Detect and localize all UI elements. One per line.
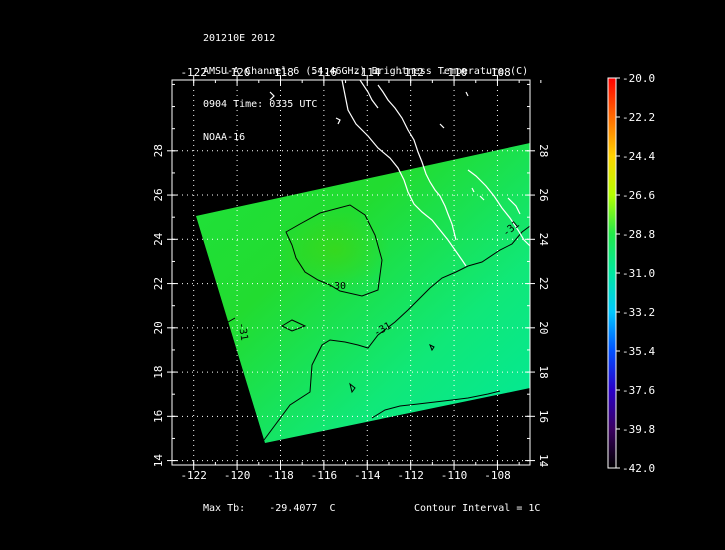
lon-tick-label: -108 bbox=[484, 469, 511, 482]
lon-tick-label: -118 bbox=[267, 66, 294, 79]
lon-tick-label: -110 bbox=[441, 66, 468, 79]
lon-tick-labels-bottom: -122 -120 -118 -116 -114 -112 -110 -108 bbox=[180, 469, 510, 482]
colorbar-label: -28.8 bbox=[622, 228, 655, 241]
lat-tick-label: 26 bbox=[537, 188, 550, 201]
colorbar-label: -37.6 bbox=[622, 384, 655, 397]
colorbar-labels: -20.0 -22.2 -24.4 -26.6 -28.8 -31.0 -33.2 -35.4… bbox=[616, 72, 655, 475]
colorbar-label: -35.4 bbox=[622, 345, 655, 358]
colorbar-label: -33.2 bbox=[622, 306, 655, 319]
lat-tick-label: 22 bbox=[152, 277, 165, 290]
lat-tick-label: 18 bbox=[152, 365, 165, 378]
header-satellite-line: NOAA-16 bbox=[203, 132, 246, 143]
header-time-line: 0904 Time: 0335 UTC bbox=[203, 99, 318, 110]
lon-tick-label: -110 bbox=[441, 469, 468, 482]
lat-tick-labels-left: 28 26 24 22 20 18 16 14 bbox=[152, 144, 165, 467]
lat-tick-label: 28 bbox=[537, 144, 550, 157]
lat-tick-label: 20 bbox=[537, 321, 550, 334]
lat-tick-label: 16 bbox=[537, 410, 550, 423]
lat-tick-label: 26 bbox=[152, 188, 165, 201]
tick-marks bbox=[167, 75, 542, 470]
coastline bbox=[269, 80, 530, 267]
lon-tick-label: -112 bbox=[397, 66, 424, 79]
colorbar-label: -26.6 bbox=[622, 189, 655, 202]
contour-label: -30 bbox=[328, 281, 346, 292]
graticule bbox=[172, 80, 530, 465]
lat-tick-label: 24 bbox=[152, 232, 165, 246]
lon-tick-label: -122 bbox=[180, 469, 207, 482]
warm-core-area bbox=[280, 210, 390, 290]
map-frame bbox=[171, 79, 531, 466]
colorbar-label: -24.4 bbox=[622, 150, 655, 163]
max-tb-readout: Max Tb: -29.4077 C bbox=[203, 503, 336, 514]
colorbar-label: -39.8 bbox=[622, 423, 655, 436]
colorbar-label: -42.0 bbox=[622, 462, 655, 475]
lon-tick-labels-top: -122 -120 -118 -116 -114 -112 -110 -108 bbox=[180, 66, 510, 79]
lat-tick-label: 14 bbox=[537, 454, 550, 468]
image-header: 201210E 2012 AMSU-A Channel 6 (54.46GHz)… bbox=[203, 11, 528, 154]
lon-tick-label: -108 bbox=[484, 66, 511, 79]
max-tb-label: Max Tb: bbox=[203, 503, 246, 514]
colorbar-label: -20.0 bbox=[622, 72, 655, 85]
lat-tick-label: 18 bbox=[537, 365, 550, 378]
lat-tick-labels-right: 28 26 24 22 20 18 16 14 bbox=[537, 144, 550, 467]
lon-tick-label: -120 bbox=[224, 66, 251, 79]
lat-tick-label: 14 bbox=[152, 454, 165, 468]
header-product-line: 201210E 2012 bbox=[203, 33, 276, 44]
lat-tick-label: 28 bbox=[152, 144, 165, 157]
lon-tick-label: -116 bbox=[311, 66, 338, 79]
lat-tick-label: 16 bbox=[152, 410, 165, 423]
lat-tick-label: 24 bbox=[537, 233, 550, 247]
max-tb-unit: C bbox=[329, 503, 336, 514]
lon-tick-label: -116 bbox=[311, 469, 338, 482]
lat-tick-label: 22 bbox=[537, 277, 550, 290]
lon-tick-label: -112 bbox=[397, 469, 424, 482]
colorbar-label: -31.0 bbox=[622, 267, 655, 280]
lon-tick-label: -122 bbox=[180, 66, 207, 79]
header-channel-line: AMSU-A Channel 6 (54.46GHz) Brightness T… bbox=[203, 66, 529, 77]
colorbar bbox=[607, 77, 617, 469]
lon-tick-label: -114 bbox=[354, 66, 381, 79]
lon-tick-label: -120 bbox=[224, 469, 251, 482]
contour-label: -31 bbox=[235, 322, 249, 342]
colorbar-label: -22.2 bbox=[622, 111, 655, 124]
lon-tick-label: -118 bbox=[267, 469, 294, 482]
lat-tick-label: 20 bbox=[152, 321, 165, 334]
satellite-swath bbox=[196, 143, 530, 443]
contour-lines bbox=[195, 204, 530, 441]
max-tb-value: -29.4077 bbox=[269, 503, 318, 514]
lon-tick-label: -114 bbox=[354, 469, 381, 482]
contour-interval-text: Contour Interval = 1C bbox=[414, 503, 541, 514]
